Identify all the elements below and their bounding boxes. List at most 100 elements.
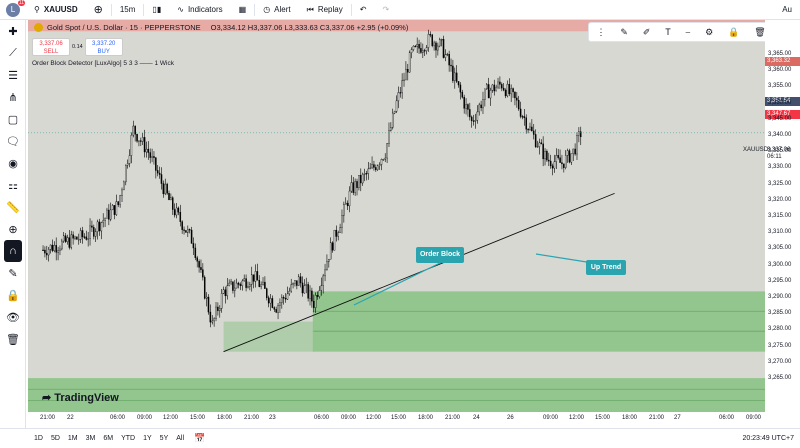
date-range-icon[interactable]: 📅 [194,433,206,443]
candle-body [482,99,484,109]
candle-body [269,298,272,304]
candle-body [53,245,56,251]
candle-body [412,45,415,50]
candle-body [294,280,296,284]
candle-body [448,53,450,66]
indicator-legend[interactable]: Order Block Detector [LuxAlgo] 5 3 3 —— … [32,60,174,67]
time-tick: 18:00 [418,415,434,421]
candle-body [61,240,63,250]
replay-button[interactable]: ⏮ Replay [306,4,343,15]
pattern-icon[interactable]: ◉ [8,157,18,170]
candle-body [44,249,46,254]
magnet-icon[interactable]: ∩ [4,240,22,262]
candle-body [62,235,65,242]
candle-body [504,89,507,97]
candle-body [399,92,402,94]
candle-body [46,252,48,256]
candle-body [140,140,142,142]
crosshair-icon[interactable]: ✚ [8,25,18,38]
avatar[interactable]: L 11 [6,0,25,17]
rectangle-icon[interactable]: ▢ [7,113,19,126]
range-button-3m[interactable]: 3M [85,435,96,442]
candle-body [286,293,289,300]
price-tag-blue: 3,351.54 [765,97,800,106]
range-button-ytd[interactable]: YTD [121,435,136,442]
price-tick: 3,340.00 [768,132,792,138]
settings-icon[interactable]: ⚙ [705,26,714,37]
prediction-icon[interactable]: ⚏ [8,179,18,192]
candle-body [540,142,543,145]
candle-body [125,164,127,183]
zoom-in-icon[interactable]: ⊕ [8,223,18,236]
time-axis[interactable]: 21:00 22 06:00 09:00 12:00 15:00 18:00 21:00 23 0… [28,412,765,428]
alert-button[interactable]: ◷ Alert [263,5,291,14]
range-button-5d[interactable]: 5D [50,435,60,442]
range-button-5y[interactable]: 5Y [159,435,169,442]
range-button-1d[interactable]: 1D [34,435,43,442]
trash-icon[interactable]: 🗑 [754,26,766,37]
pencil-icon[interactable]: ✎ [620,26,628,37]
candle-body [521,116,524,118]
candle-body [111,205,114,211]
candle-body [365,173,368,175]
grid-icon: ▦ [238,5,247,14]
candle-body [525,117,527,130]
interval-button[interactable]: 15m [119,5,136,14]
brush-icon[interactable]: ✐ [642,26,651,37]
range-button-1y[interactable]: 1Y [143,435,152,442]
candle-body [273,307,276,310]
candle-body [79,230,82,240]
indicators-button[interactable]: ∿ Indicators [177,5,223,14]
order-block-callout[interactable]: Order Block [416,247,464,263]
line-style-icon[interactable]: ⎯ [685,26,691,37]
price-tick: 3,360.00 [768,67,792,74]
candle-body [367,168,370,174]
lock-drawing-icon[interactable]: ✎ [8,267,18,280]
trend-line-icon[interactable]: ⟋ [9,46,17,59]
clock-label[interactable]: 20:23:49 UTC+7 [742,435,794,442]
text-icon[interactable]: T [665,27,671,37]
candle-body [491,84,494,91]
layout-button[interactable]: ▦ [231,0,255,20]
sell-button[interactable]: 3,337.06 SELL [32,38,70,56]
candle-body [380,159,383,165]
text-icon[interactable]: 🗨 [6,135,20,148]
redo-button[interactable]: ↷ [374,0,397,20]
candle-body [316,295,319,297]
buy-button[interactable]: 3,337.20 BUY [84,38,123,56]
compare-button[interactable]: ⊕ [86,0,111,20]
lock-icon[interactable]: 🔒 [728,26,740,37]
candle-body [282,297,285,299]
symbol-search[interactable]: ⚲ XAUUSD [26,0,86,20]
bullish-order-block-zone-extension [223,321,314,352]
candle-body [510,88,512,95]
horizontal-lines-icon[interactable]: ☰ [8,69,18,82]
price-chart[interactable] [28,20,765,412]
range-button-all[interactable]: All [176,435,185,442]
candle-body [264,281,266,289]
chart-type-button[interactable]: ▯▮ [144,0,169,20]
range-button-1m[interactable]: 1M [67,435,78,442]
pitchfork-icon[interactable]: ⋔ [8,91,18,104]
order-block-callout-pointer [353,262,441,306]
drag-handle-icon[interactable]: ⋮ [596,26,606,37]
candle-body [563,163,565,168]
candle-body [378,164,381,167]
chart-pane[interactable]: Gold Spot / U.S. Dollar · 15 · PEPPERSTO… [28,20,765,412]
lock-icon[interactable]: 🔒 [6,289,20,302]
candle-body [405,68,407,81]
trash-icon[interactable]: 🗑 [6,333,20,346]
undo-button[interactable]: ↶ [352,0,375,20]
candle-body [271,298,274,308]
plus-circle-icon: ⊕ [93,4,103,16]
candle-body [546,151,548,161]
eye-icon[interactable]: 👁 [6,311,20,324]
range-button-6m[interactable]: 6M [103,435,114,442]
price-axis[interactable]: 3,363.32 3,351.54 3,347.67 XAUUSD 3,337.… [743,20,800,412]
current-price-label: XAUUSD [743,147,769,153]
up-trend-callout[interactable]: Up Trend [586,260,626,275]
watchlist-symbol[interactable]: Au [782,5,792,14]
measure-ruler-icon[interactable]: 📏 [6,201,20,214]
time-tick: 06:00 [314,415,330,421]
top-toolbar: L 11 ⚲ XAUUSD ⊕ 15m ▯▮ ∿ Indicators ▦ ◷ … [0,0,800,20]
